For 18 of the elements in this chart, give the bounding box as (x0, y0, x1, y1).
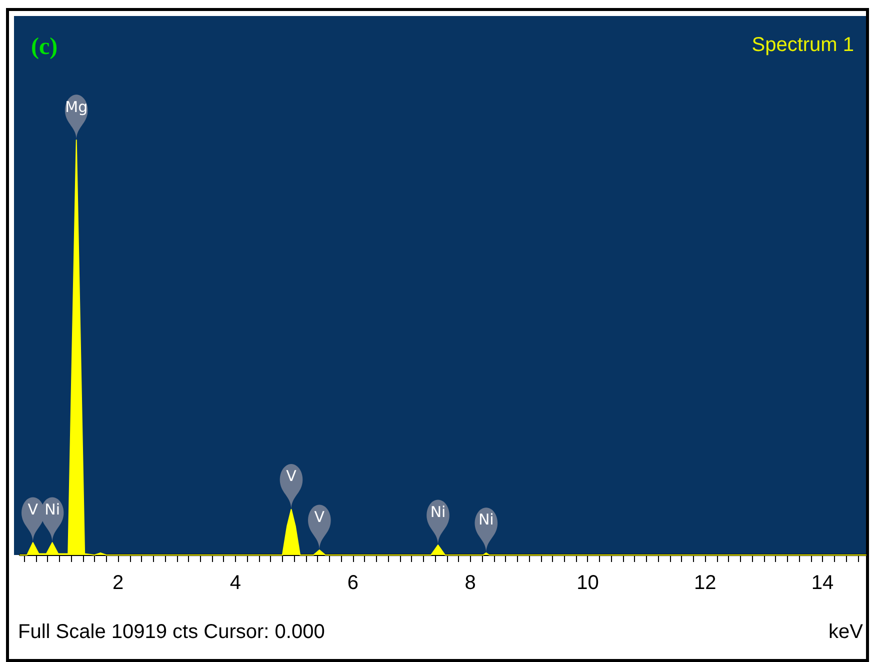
x-tick-label: 2 (112, 572, 124, 594)
annotation: Ni (478, 510, 494, 529)
annotation: Mg (65, 98, 88, 116)
text: Full Scale 10919 cts Cursor: 0.000 (18, 621, 325, 643)
x-tick-label: 14 (811, 572, 834, 594)
annotation: V (28, 500, 39, 518)
x-axis-title: keV (828, 621, 864, 643)
annotation: Ni (44, 500, 60, 518)
x-tick-label: 10 (576, 572, 599, 594)
x-tick-label: 6 (347, 572, 358, 594)
chart-title: (c) (31, 34, 58, 60)
annotation: Ni (430, 502, 446, 521)
x-tick-label: 4 (230, 572, 242, 594)
x-tick-label: 8 (464, 572, 476, 594)
annotation: V (286, 467, 298, 486)
chart-subtitle: Spectrum 1 (752, 34, 854, 56)
annotation: V (314, 508, 326, 526)
x-tick-label: 12 (694, 572, 716, 594)
